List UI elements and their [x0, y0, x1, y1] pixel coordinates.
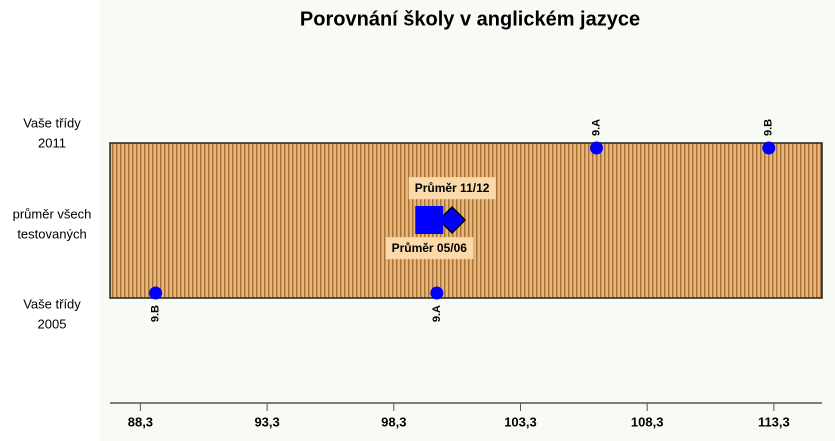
x-tick-label: 93,3 — [254, 414, 279, 429]
chart-title: Porovnání školy v anglickém jazyce — [300, 8, 640, 30]
x-tick-label: 108,3 — [631, 414, 664, 429]
point — [149, 286, 163, 300]
point-label: 9.B — [150, 305, 162, 322]
x-tick-label: 103,3 — [504, 414, 537, 429]
point-label: 9.A — [431, 305, 443, 322]
row-label: Vaše třídy — [23, 296, 81, 311]
x-tick-label: 113,3 — [758, 414, 790, 429]
average-label-box — [408, 177, 496, 200]
row-label: 2005 — [38, 316, 67, 331]
row-label: průměr všech — [13, 206, 92, 221]
average-label: Průměr 05/06 — [392, 241, 468, 255]
average-square — [415, 206, 444, 234]
point — [762, 141, 776, 155]
row-label: 2011 — [38, 135, 66, 150]
point — [589, 141, 603, 155]
point-label: 9.B — [763, 119, 775, 136]
point-label: 9.A — [590, 119, 602, 136]
x-tick-label: 98,3 — [381, 414, 406, 429]
point — [430, 286, 444, 300]
row-label: testovaných — [17, 226, 86, 241]
x-tick-label: 88,3 — [128, 414, 153, 429]
average-label: Průměr 11/12 — [415, 181, 490, 195]
row-label: Vaše třídy — [23, 115, 81, 130]
average-label-box — [385, 237, 474, 260]
average-diamond — [438, 205, 467, 235]
band — [109, 142, 823, 299]
